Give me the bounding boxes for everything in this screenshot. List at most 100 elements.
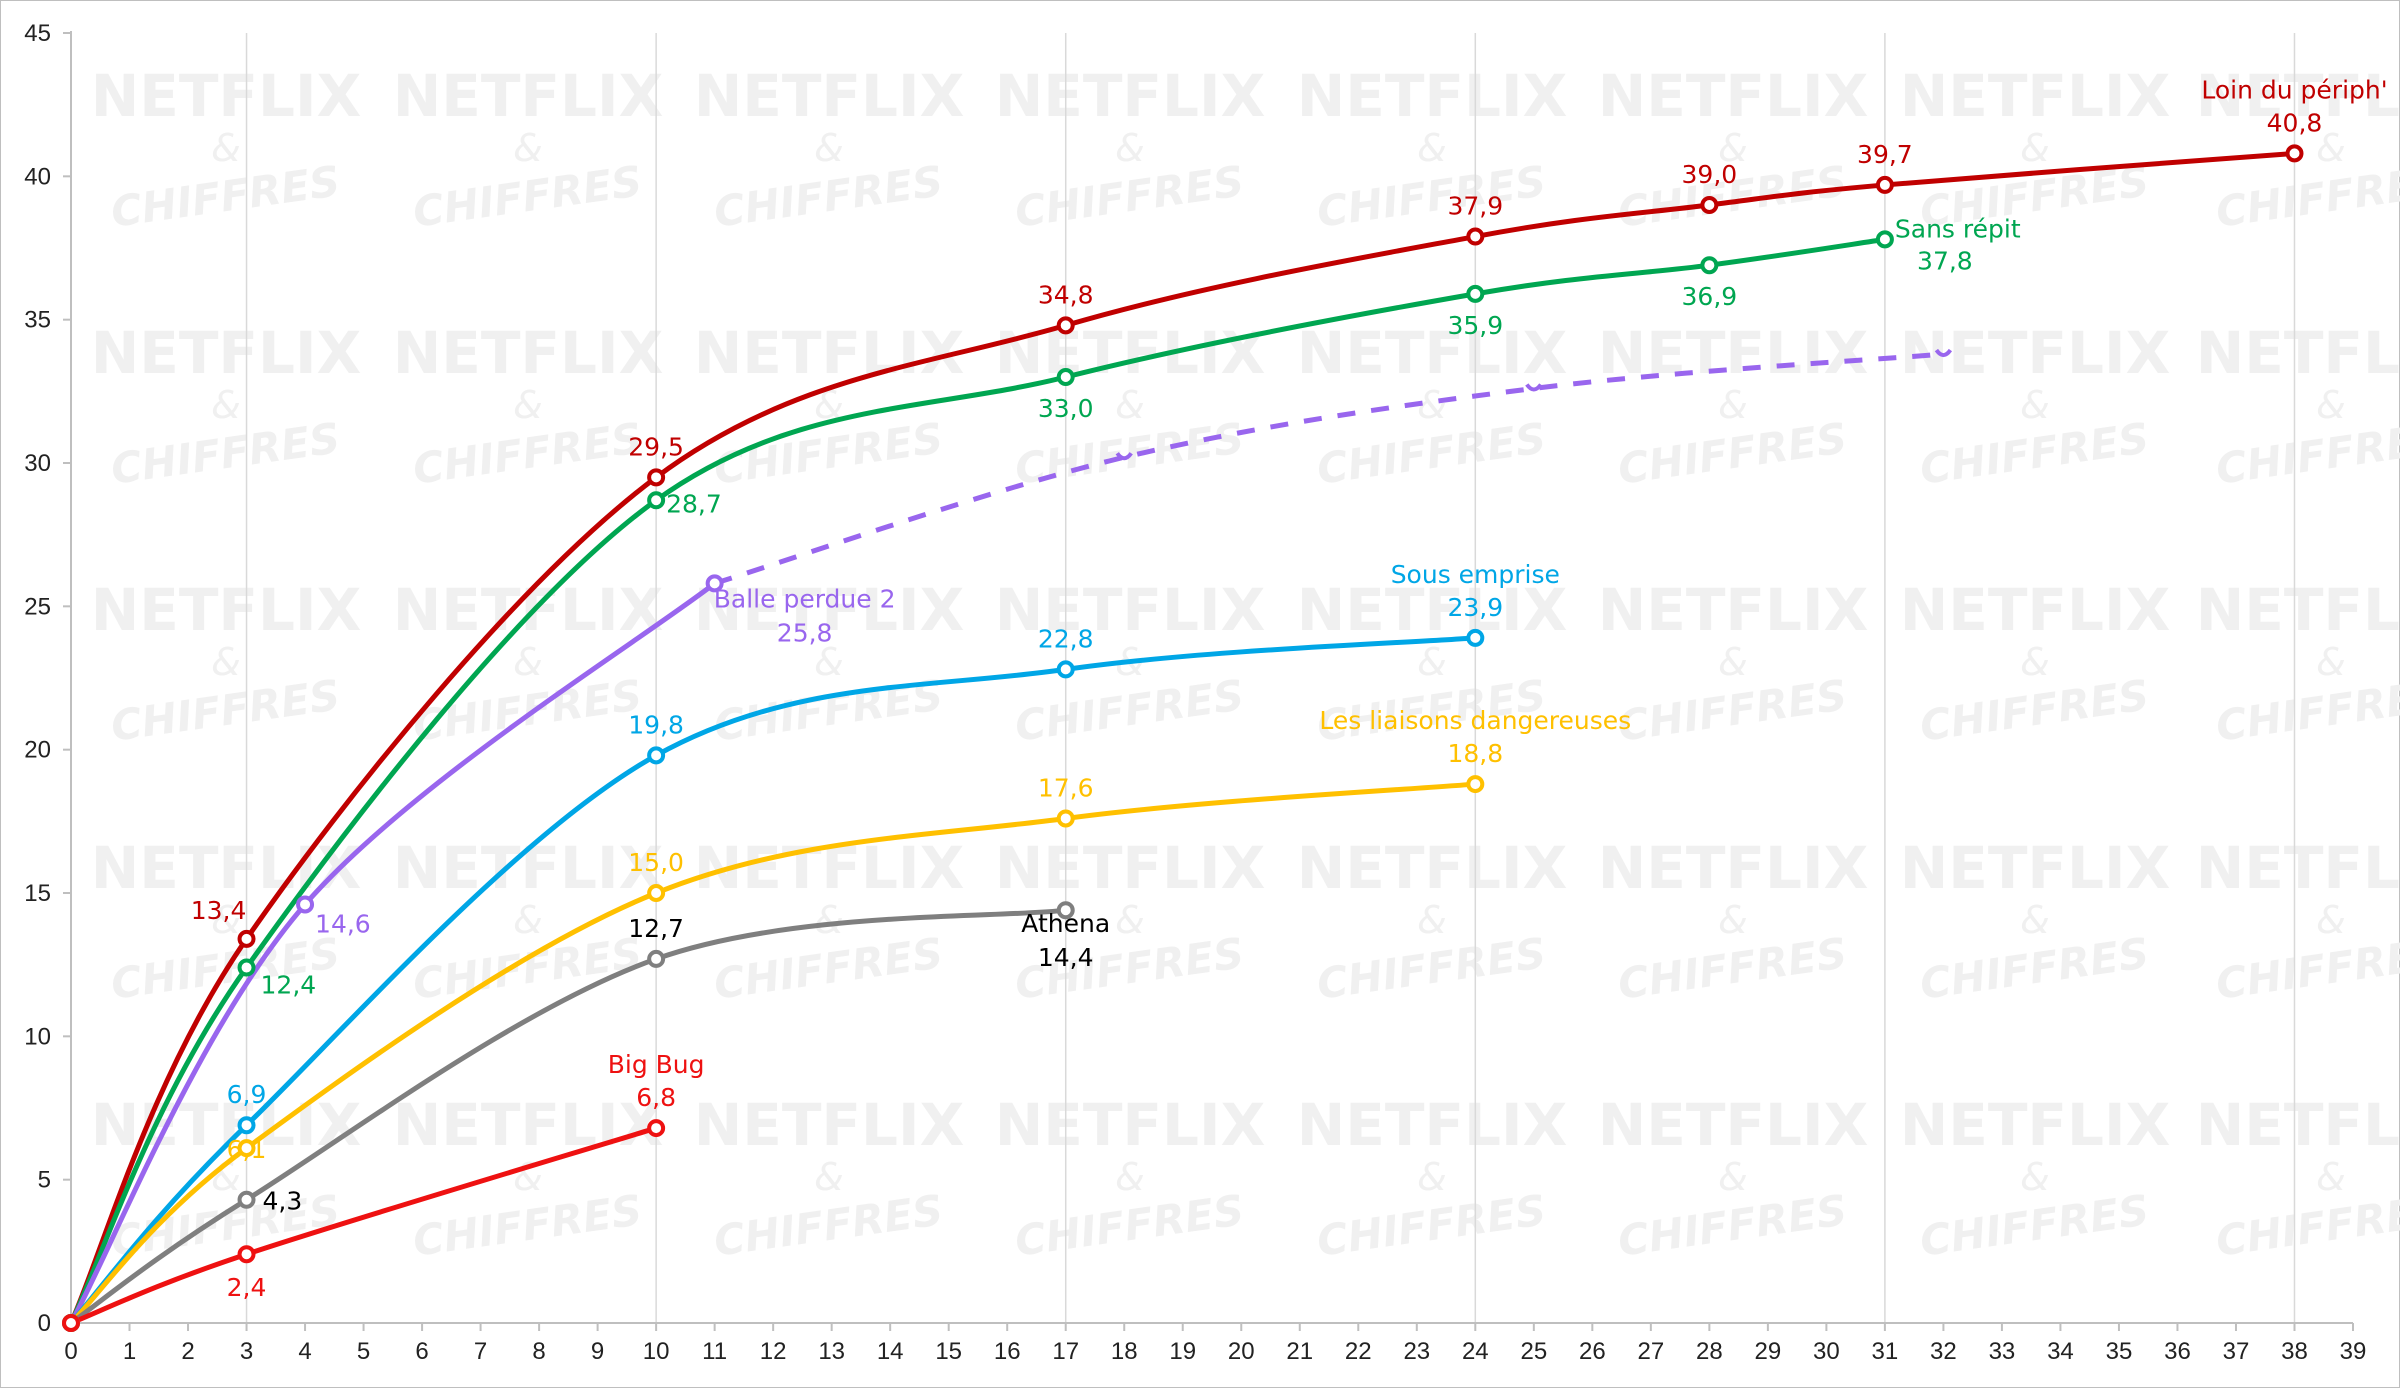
watermark-tile: NETFLIX&CHIFFRES bbox=[91, 319, 362, 494]
watermark-text: & bbox=[513, 640, 543, 684]
y-tick-label: 5 bbox=[38, 1167, 51, 1194]
data-point bbox=[237, 929, 256, 948]
projection-marker bbox=[1934, 348, 1953, 358]
x-tick-label: 3 bbox=[240, 1338, 253, 1365]
watermark-text: & bbox=[1115, 898, 1145, 942]
x-tick-label: 36 bbox=[2164, 1338, 2191, 1365]
watermark-tile: NETFLIX&CHIFFRES bbox=[1598, 834, 1869, 1009]
watermark-tile: NETFLIX&CHIFFRES bbox=[2196, 319, 2400, 494]
watermark-text: & bbox=[513, 898, 543, 942]
data-point bbox=[1466, 284, 1485, 303]
watermark-text: NETFLIX bbox=[1900, 1091, 2171, 1159]
x-tick-label: 23 bbox=[1403, 1338, 1430, 1365]
data-point bbox=[2285, 144, 2304, 163]
y-tick-label: 45 bbox=[24, 20, 51, 47]
series-name-label: Loin du périph' bbox=[2201, 75, 2387, 104]
series-name-label: Les liaisons dangereuses bbox=[1319, 706, 1631, 735]
watermark-tile: NETFLIX&CHIFFRES bbox=[1297, 834, 1568, 1009]
watermark-text: & bbox=[2020, 640, 2050, 684]
data-label: 40,8 bbox=[2267, 108, 2323, 137]
data-label: 15,0 bbox=[628, 848, 684, 877]
watermark-text: & bbox=[1718, 640, 1748, 684]
data-label: 14,4 bbox=[1038, 943, 1094, 972]
x-tick-label: 37 bbox=[2223, 1338, 2250, 1365]
data-label: 2,4 bbox=[227, 1273, 267, 1302]
x-tick-label: 24 bbox=[1462, 1338, 1489, 1365]
data-label: 37,9 bbox=[1447, 192, 1503, 221]
watermark-text: & bbox=[1417, 1155, 1447, 1199]
watermark-text: NETFLIX bbox=[1598, 834, 1869, 902]
watermark-text: NETFLIX bbox=[1598, 62, 1869, 130]
data-point bbox=[1056, 316, 1075, 335]
x-tick-label: 33 bbox=[1989, 1338, 2016, 1365]
data-label: 25,8 bbox=[777, 618, 833, 647]
data-point bbox=[647, 949, 666, 968]
watermark-text: & bbox=[211, 640, 241, 684]
grid-layer bbox=[245, 33, 2296, 1323]
data-label: 6,1 bbox=[227, 1135, 267, 1164]
data-point bbox=[647, 468, 666, 487]
watermark-tile: NETFLIX&CHIFFRES bbox=[91, 62, 362, 237]
watermark-tile: NETFLIX&CHIFFRES bbox=[2196, 1091, 2400, 1266]
y-tick-label: 30 bbox=[24, 450, 51, 477]
watermark-text: & bbox=[2020, 898, 2050, 942]
watermark-text: & bbox=[2316, 126, 2346, 170]
watermark-text: & bbox=[1417, 898, 1447, 942]
watermark-text: NETFLIX bbox=[995, 62, 1266, 130]
data-point bbox=[1056, 809, 1075, 828]
x-tick-label: 28 bbox=[1696, 1338, 1723, 1365]
data-point bbox=[1466, 628, 1485, 647]
watermark-text: & bbox=[2020, 126, 2050, 170]
y-tick-label: 20 bbox=[24, 737, 51, 764]
watermark-text: & bbox=[814, 1155, 844, 1199]
watermark-text: & bbox=[513, 126, 543, 170]
watermark-text: CHIFFRES bbox=[2213, 1185, 2400, 1266]
watermark-text: & bbox=[1115, 126, 1145, 170]
watermark-tile: NETFLIX&CHIFFRES bbox=[91, 576, 362, 751]
watermark-tile: NETFLIX&CHIFFRES bbox=[1297, 1091, 1568, 1266]
x-tick-label: 1 bbox=[123, 1338, 136, 1365]
watermark-tile: NETFLIX&CHIFFRES bbox=[393, 319, 664, 494]
data-point bbox=[237, 958, 256, 977]
data-label: 14,6 bbox=[315, 909, 371, 938]
watermark-text: NETFLIX bbox=[1297, 62, 1568, 130]
watermark-text: NETFLIX bbox=[1598, 319, 1869, 387]
watermark-tile: NETFLIX&CHIFFRES bbox=[1900, 1091, 2171, 1266]
watermark-layer: NETFLIX&CHIFFRESNETFLIX&CHIFFRESNETFLIX&… bbox=[91, 62, 2400, 1266]
y-tick-label: 35 bbox=[24, 307, 51, 334]
series-line bbox=[68, 236, 1888, 1326]
x-tick-label: 12 bbox=[760, 1338, 787, 1365]
data-point bbox=[1875, 230, 1894, 249]
data-point bbox=[1875, 175, 1894, 194]
watermark-text: & bbox=[2316, 1155, 2346, 1199]
watermark-text: & bbox=[2316, 383, 2346, 427]
watermark-tile: NETFLIX&CHIFFRES bbox=[995, 62, 1266, 237]
x-tick-label: 34 bbox=[2047, 1338, 2074, 1365]
watermark-text: & bbox=[1417, 126, 1447, 170]
x-tick-label: 4 bbox=[298, 1338, 311, 1365]
watermark-text: NETFLIX bbox=[1297, 319, 1568, 387]
watermark-tile: NETFLIX&CHIFFRES bbox=[1598, 576, 1869, 751]
watermark-text: NETFLIX bbox=[393, 1091, 664, 1159]
data-label: 13,4 bbox=[191, 896, 247, 925]
watermark-text: & bbox=[1718, 898, 1748, 942]
data-point bbox=[1056, 901, 1075, 920]
y-tick-label: 0 bbox=[38, 1310, 51, 1337]
data-label: 34,8 bbox=[1038, 280, 1094, 309]
watermark-tile: NETFLIX&CHIFFRES bbox=[1900, 319, 2171, 494]
watermark-text: & bbox=[1115, 383, 1145, 427]
watermark-text: & bbox=[2020, 383, 2050, 427]
x-tick-label: 22 bbox=[1345, 1338, 1372, 1365]
watermark-tile: NETFLIX&CHIFFRES bbox=[393, 62, 664, 237]
x-tick-label: 31 bbox=[1872, 1338, 1899, 1365]
watermark-text: NETFLIX bbox=[2196, 62, 2400, 130]
watermark-text: NETFLIX bbox=[2196, 319, 2400, 387]
x-tick-label: 13 bbox=[818, 1338, 845, 1365]
x-tick-label: 17 bbox=[1052, 1338, 1079, 1365]
x-tick-label: 7 bbox=[474, 1338, 487, 1365]
x-tick-label: 15 bbox=[935, 1338, 962, 1365]
data-label: 17,6 bbox=[1038, 773, 1094, 802]
watermark-text: NETFLIX bbox=[393, 319, 664, 387]
watermark-tile: NETFLIX&CHIFFRES bbox=[1598, 319, 1869, 494]
